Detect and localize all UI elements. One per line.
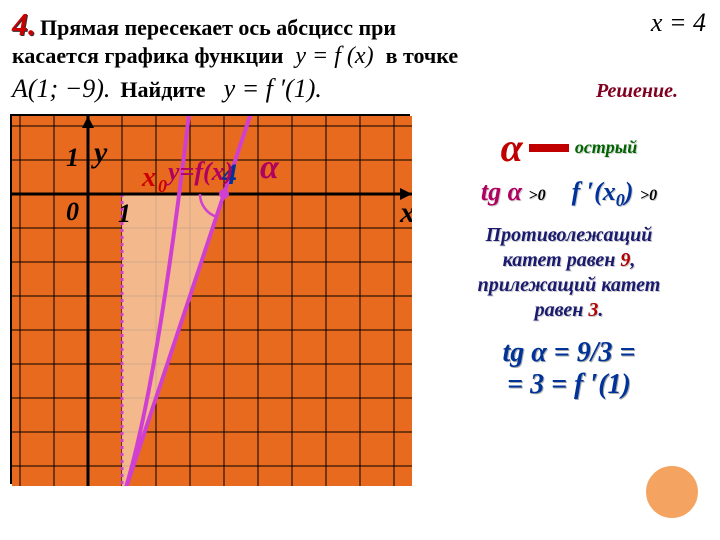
svg-text:-9: -9 [48, 484, 71, 486]
dash-icon [529, 144, 569, 152]
graph-svg: y101xx04y=f(x)α-9A(1;-9) [12, 116, 412, 486]
corner-circle-icon [644, 464, 700, 520]
svg-text:x: x [399, 196, 412, 229]
svg-text:y: y [91, 136, 108, 169]
gt0-2: >0 [640, 187, 657, 204]
svg-text:0: 0 [158, 176, 167, 196]
solution-label: Решение. [596, 80, 678, 103]
tg-inequality: tg α >0 f ′(x0) >0 [428, 177, 710, 211]
catheti-text: Противолежащий катет равен 9, прилежащий… [428, 223, 710, 323]
alpha-symbol: α [501, 124, 523, 171]
problem-header: 4. Прямая пересекает ось абсцисс при x =… [0, 0, 720, 106]
problem-line3: в точке [386, 43, 459, 68]
find-label: Найдите [120, 77, 205, 103]
solution-panel: α острый tg α >0 f ′(x0) >0 Противолежащ… [428, 114, 710, 484]
alpha-acute-line: α острый [428, 124, 710, 171]
problem-line1: Прямая пересекает ось абсцисс при [40, 15, 396, 40]
main-content: y101xx04y=f(x)α-9A(1;-9) α острый tg α >… [0, 114, 720, 484]
problem-line2: касается графика функции [12, 43, 283, 68]
tg-alpha: tg α [481, 177, 522, 206]
svg-text:0: 0 [66, 197, 79, 226]
svg-text:1: 1 [66, 143, 79, 172]
eq-y-fx: y = f (x) [295, 43, 373, 69]
eq-x-equals-4: x = 4 [651, 8, 706, 38]
fprime-x0: f ′(x0) [572, 177, 640, 206]
svg-text:x: x [141, 162, 156, 193]
svg-text:α: α [260, 149, 280, 186]
eq-point-A: A(1; −9). [12, 74, 110, 104]
acute-label: острый [575, 137, 638, 158]
gt0-1: >0 [529, 187, 546, 204]
eq-fprime-1: y = f ′(1). [224, 74, 322, 104]
graph-panel: y101xx04y=f(x)α-9A(1;-9) [10, 114, 410, 484]
svg-text:1: 1 [118, 199, 131, 228]
problem-number: 4. [12, 6, 36, 42]
answer-text: tg α = 9/3 = = 3 = f ′(1) [428, 337, 710, 401]
svg-text:y=f(x): y=f(x) [165, 157, 233, 186]
